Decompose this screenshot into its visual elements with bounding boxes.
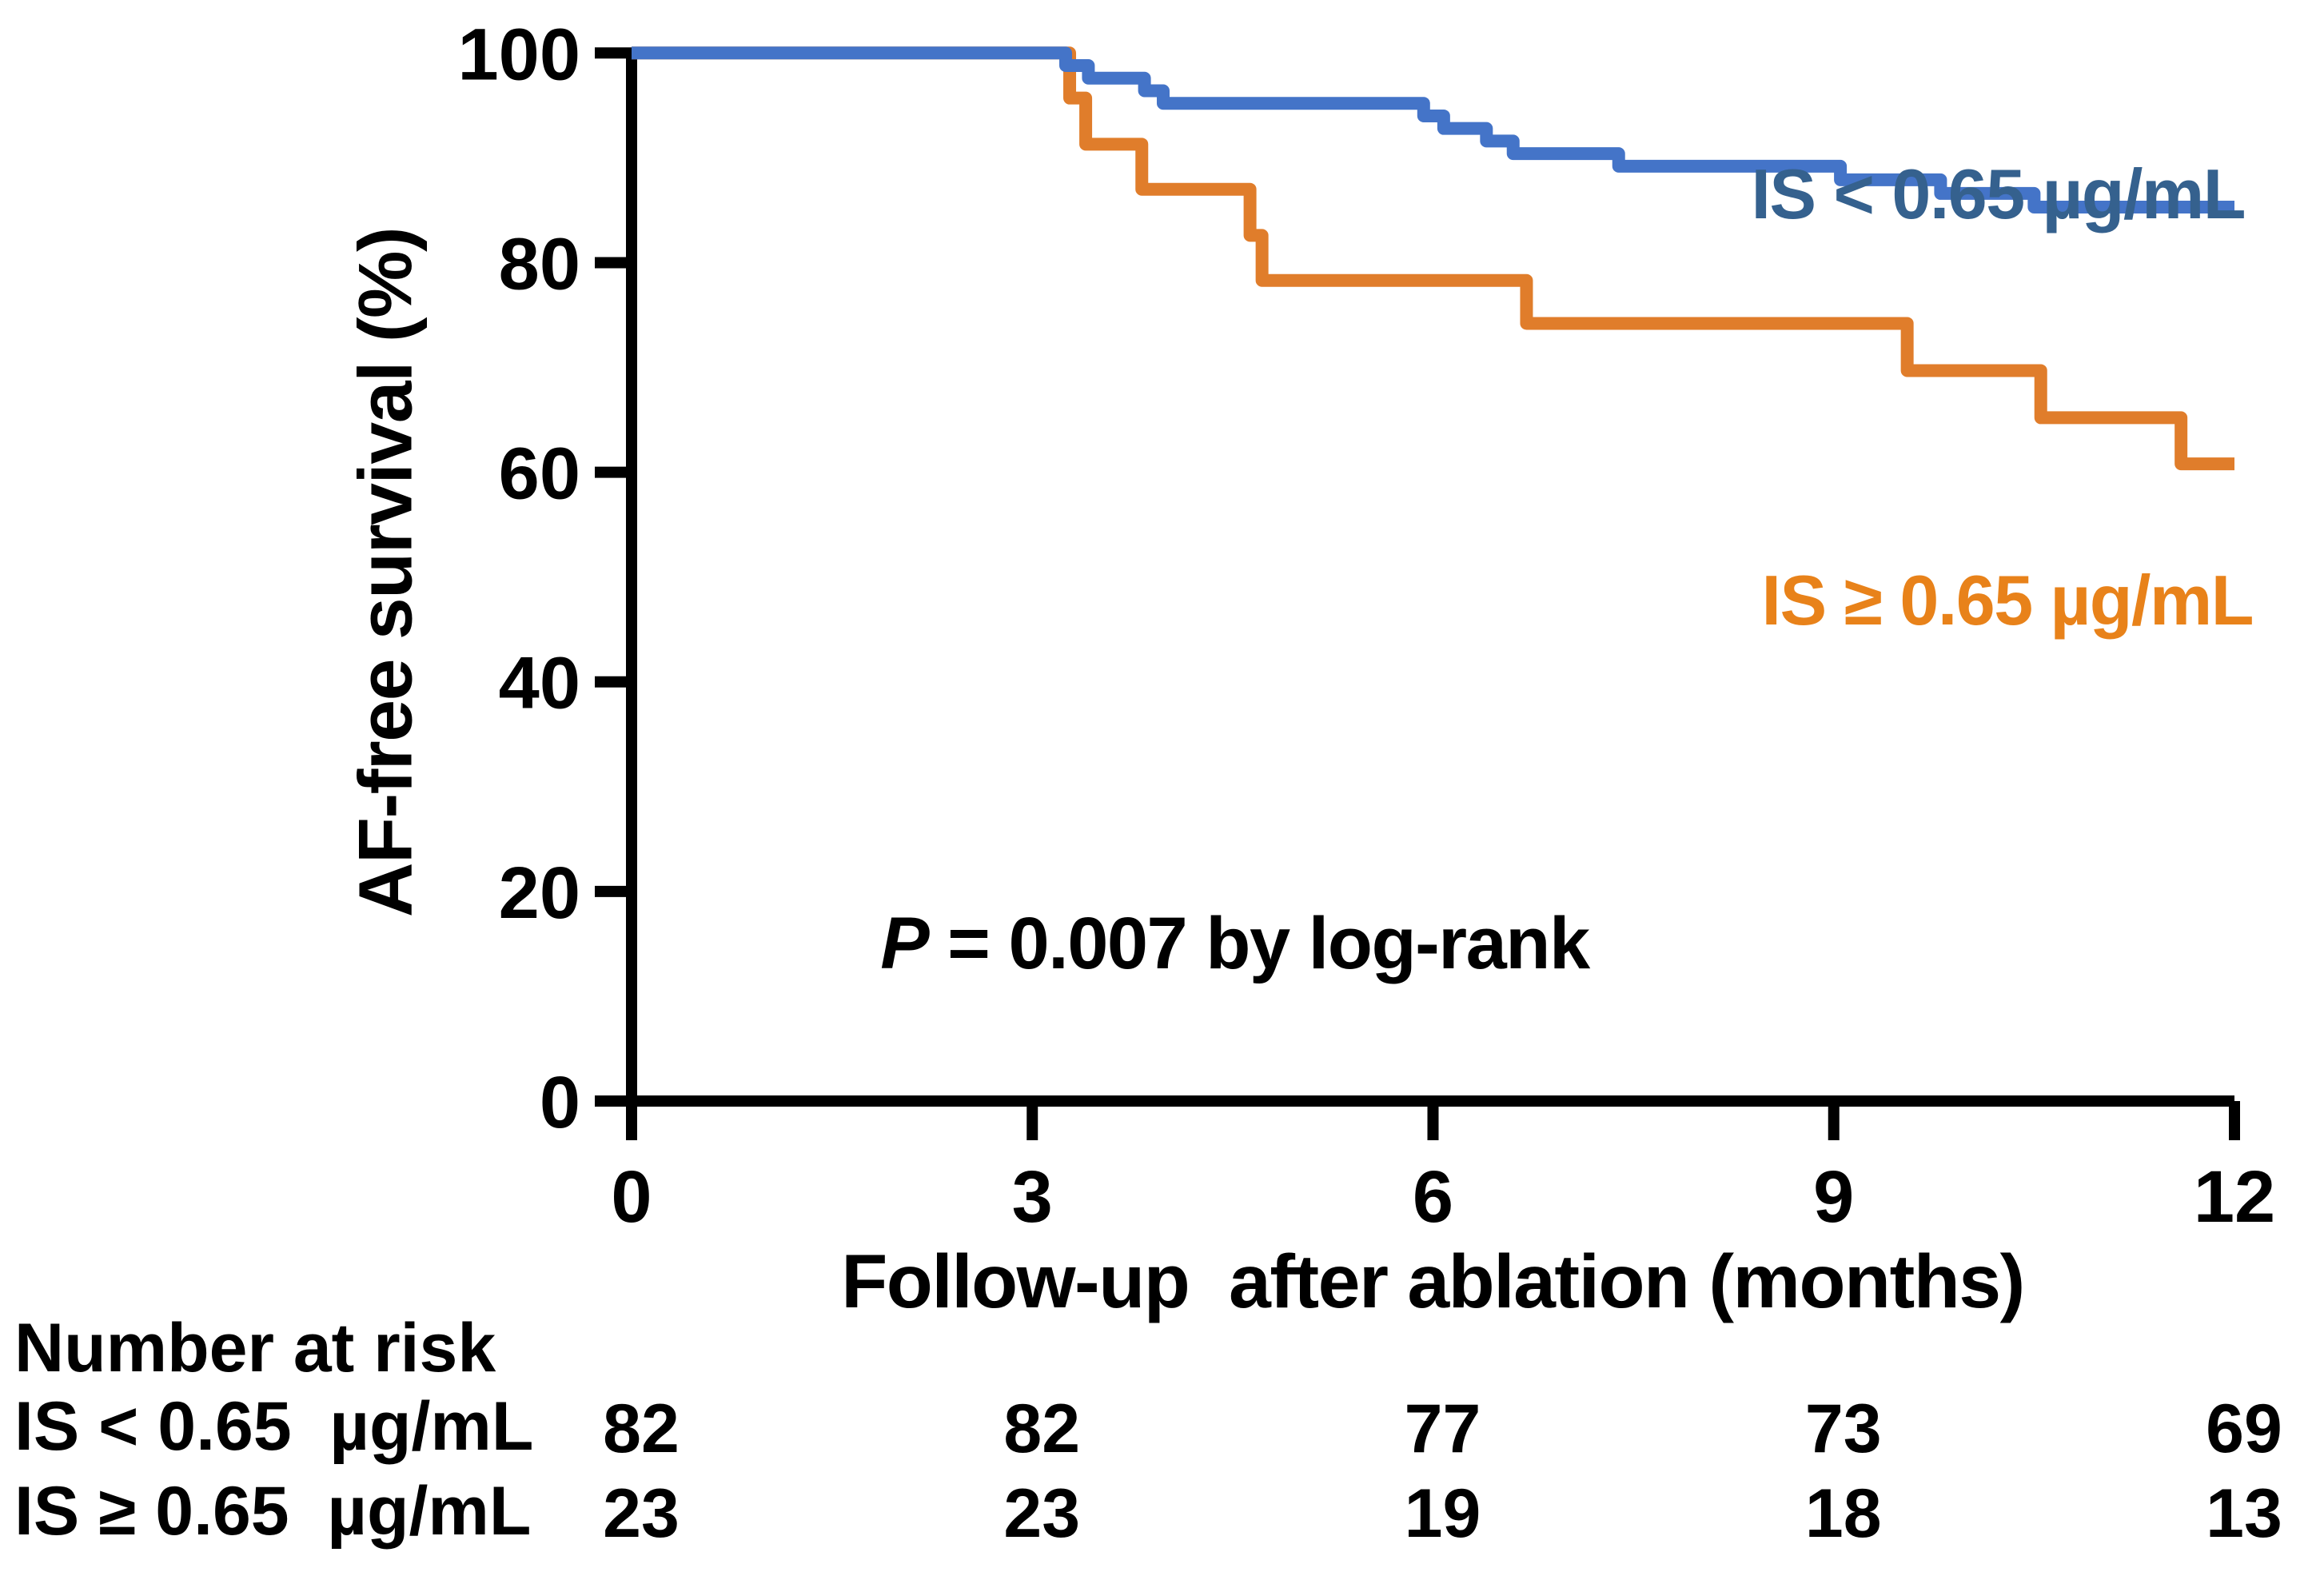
- legend-label-text: IS ≥ 0.65 µg/mL: [1761, 561, 2254, 640]
- y-tick-label: 20: [499, 852, 580, 934]
- x-tick-label: 0: [611, 1156, 652, 1238]
- legend-label-text: IS < 0.65 µg/mL: [1751, 154, 2246, 234]
- risk-value-row0-month3: 82: [1003, 1390, 1081, 1467]
- p-symbol: P: [880, 903, 929, 985]
- number-at-risk-header: Number at risk: [14, 1310, 496, 1387]
- p-value-annotation: P = 0.007 by log-rank: [803, 825, 1590, 1063]
- y-tick-label: 60: [499, 433, 580, 515]
- risk-value-row0-month6: 77: [1404, 1390, 1481, 1467]
- x-tick-label: 12: [2194, 1156, 2275, 1238]
- y-tick-label: 100: [458, 14, 581, 95]
- y-tick-label: 0: [540, 1062, 580, 1143]
- risk-value-row1-month12: 13: [2206, 1475, 2282, 1552]
- y-axis-title: AF-free survival (%): [343, 227, 429, 918]
- risk-value-row1-month6: 19: [1404, 1475, 1481, 1552]
- risk-row-label-above-threshold: IS ≥ 0.65 µg/mL: [14, 1473, 532, 1550]
- km-curve-above-threshold: [632, 46, 2234, 471]
- legend-label-above-threshold: IS ≥ 0.65 µg/mL: [1688, 486, 2254, 714]
- risk-row-label-below-threshold: IS < 0.65 µg/mL: [14, 1388, 534, 1465]
- risk-value-row1-month9: 18: [1804, 1475, 1882, 1552]
- risk-value-row0-month0: 82: [603, 1390, 680, 1467]
- risk-value-row0-month12: 69: [2206, 1390, 2282, 1467]
- y-tick-label: 80: [499, 223, 580, 305]
- risk-value-row0-month9: 73: [1804, 1390, 1882, 1467]
- p-text: = 0.007 by log-rank: [928, 903, 1590, 985]
- y-tick-label: 40: [499, 643, 580, 724]
- x-tick-label: 9: [1813, 1156, 1854, 1238]
- km-curve-below-threshold: [632, 46, 2234, 213]
- legend-label-below-threshold: IS < 0.65 µg/mL: [1678, 80, 2246, 308]
- risk-value-row1-month0: 23: [603, 1475, 680, 1552]
- risk-value-row1-month3: 23: [1003, 1475, 1081, 1552]
- x-axis-title: Follow-up after ablation (months): [841, 1239, 2025, 1324]
- x-tick-label: 6: [1413, 1156, 1453, 1238]
- x-tick-label: 3: [1012, 1156, 1053, 1238]
